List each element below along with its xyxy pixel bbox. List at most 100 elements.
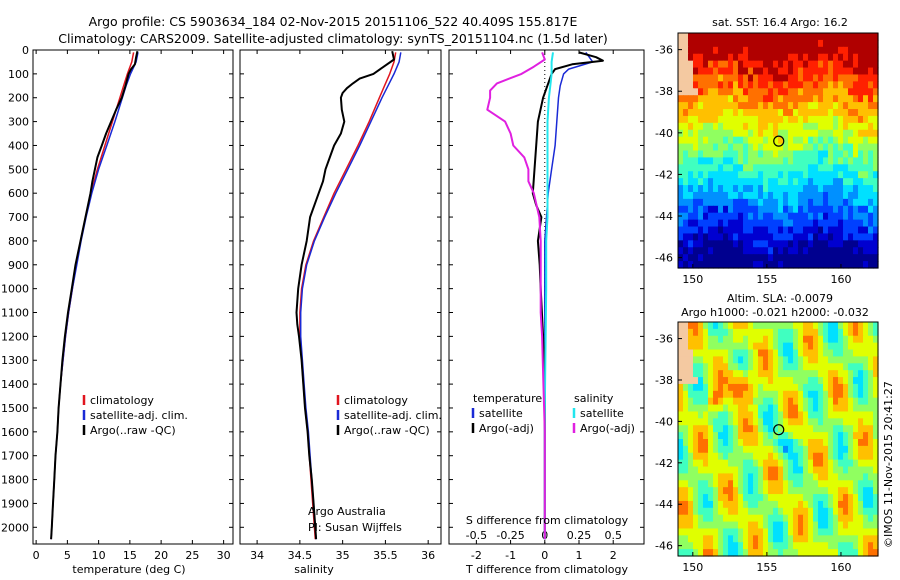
map-cell [798, 445, 804, 454]
map-cell [783, 39, 789, 48]
map-cell [808, 535, 814, 543]
map-cell [753, 74, 759, 82]
map-cell [818, 500, 824, 509]
map-cell [728, 370, 734, 378]
x-tick-label: 155 [756, 273, 777, 286]
map-cell [678, 233, 684, 241]
map-cell [853, 425, 859, 433]
map-cell [813, 164, 819, 172]
map-cell [848, 115, 854, 124]
map-cell [753, 507, 759, 516]
map-cell [768, 425, 774, 433]
map-cell [738, 425, 744, 433]
map-cell [733, 46, 739, 55]
map-cell [773, 212, 779, 221]
map-cell [713, 46, 719, 55]
map-cell [813, 191, 819, 200]
map-cell [703, 60, 709, 69]
map-cell [823, 432, 829, 440]
map-cell [863, 328, 869, 337]
map-cell [738, 418, 744, 426]
map-cell [853, 439, 859, 447]
map-cell [678, 432, 684, 440]
map-cell [713, 452, 719, 461]
map-cell [788, 466, 794, 475]
map-cell [823, 67, 829, 76]
map-cell [793, 328, 799, 337]
map-cell [868, 129, 874, 138]
argo-location-marker [773, 424, 785, 436]
map-cell [838, 452, 844, 461]
map-cell [823, 528, 829, 536]
map-cell [843, 136, 849, 145]
map-cell [858, 370, 864, 378]
map-cell [753, 404, 759, 413]
map-cell [783, 494, 789, 502]
map-cell [853, 219, 859, 228]
map-cell [813, 549, 819, 557]
map-cell [763, 480, 769, 488]
map-cell [808, 439, 814, 447]
map-cell [818, 150, 824, 159]
map-cell [683, 404, 689, 413]
map-cell [793, 185, 799, 193]
map-cell [858, 205, 864, 214]
map-cell [838, 328, 844, 337]
map-cell [688, 157, 694, 165]
map-cell [693, 397, 699, 406]
map-cell [798, 466, 804, 475]
map-cell [713, 115, 719, 124]
map-cell [838, 507, 844, 516]
map-cell [868, 418, 874, 426]
map-cell [738, 445, 744, 454]
map-cell [783, 254, 789, 262]
map-cell [833, 233, 839, 241]
map-cell [693, 95, 699, 103]
map-cell [678, 363, 684, 371]
map-cell [788, 473, 794, 481]
map-cell [758, 542, 764, 550]
map-cell [693, 233, 699, 241]
map-cell [868, 115, 874, 124]
map-cell [763, 390, 769, 399]
map-cell [698, 418, 704, 426]
map-cell [768, 432, 774, 440]
map-cell [693, 432, 699, 440]
map-cell [713, 404, 719, 413]
legend-label: satellite [479, 407, 523, 420]
map-cell [863, 74, 869, 82]
map-cell [703, 198, 709, 207]
map-cell [678, 342, 684, 351]
map-cell [723, 494, 729, 502]
map-cell [698, 322, 704, 330]
map-cell [808, 150, 814, 159]
map-cell [828, 109, 834, 117]
legend-label: satellite-adj. clim. [90, 409, 188, 422]
map-cell [698, 143, 704, 152]
map-cell [778, 39, 784, 48]
map-cell [788, 150, 794, 159]
legend-label: Argo(-adj) [580, 422, 635, 435]
map-cell [683, 528, 689, 536]
map-cell [733, 383, 739, 392]
map-cell [683, 212, 689, 221]
map-cell [808, 335, 814, 344]
map-cell [728, 383, 734, 392]
map-cell [748, 226, 754, 235]
map-cell [853, 542, 859, 550]
map-cell [678, 143, 684, 152]
map-cell [808, 390, 814, 399]
y-tick-label: 1900 [1, 497, 29, 510]
map-cell [743, 226, 749, 235]
map-cell [738, 500, 744, 509]
map-cell [773, 143, 779, 152]
map-cell [803, 171, 809, 179]
map-cell [763, 136, 769, 145]
map-cell [788, 102, 794, 110]
map-cell [873, 445, 879, 454]
map-cell [708, 549, 714, 557]
map-cell [833, 322, 839, 330]
map-cell [828, 342, 834, 351]
map-cell [683, 46, 689, 55]
map-cell [778, 383, 784, 392]
